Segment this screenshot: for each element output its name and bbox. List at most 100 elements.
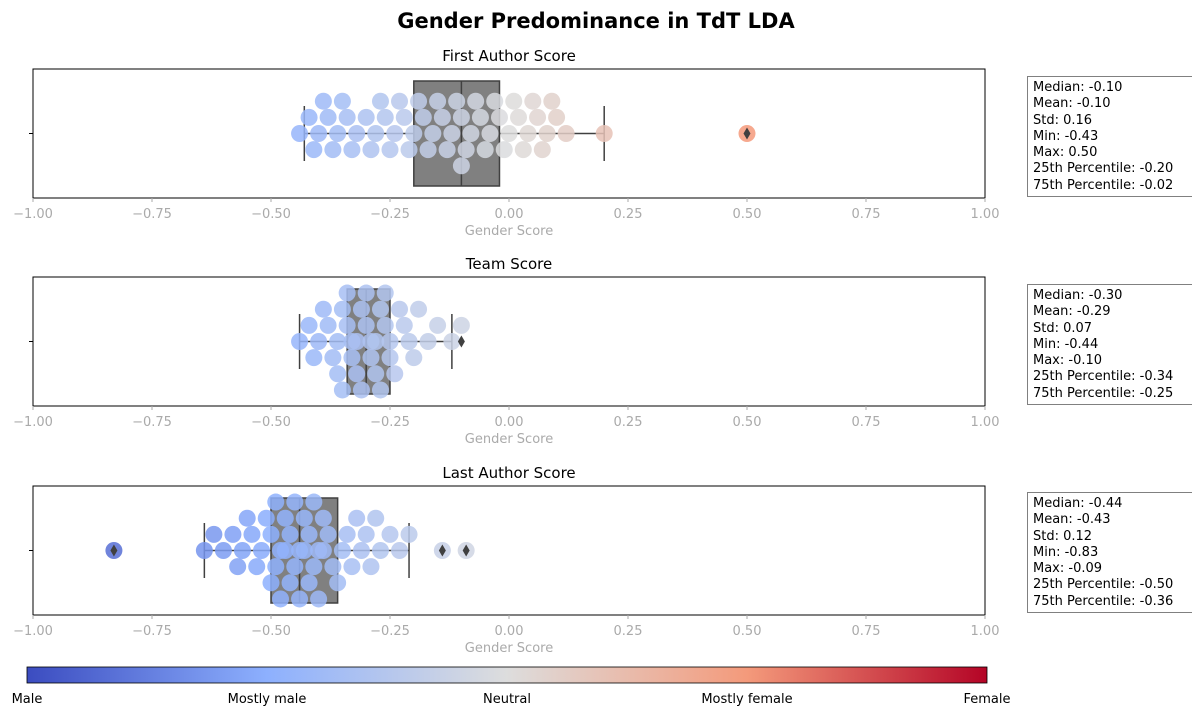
swarm-point (352, 381, 370, 399)
swarm-point (452, 108, 470, 126)
stat-line: Mean: -0.10 (1033, 96, 1111, 112)
swarm-point (295, 542, 313, 559)
x-axis-label: Gender Score (465, 432, 553, 447)
outlier-marker (462, 544, 470, 557)
swarm-point (257, 509, 275, 527)
swarm-point (410, 300, 428, 318)
swarm-point (324, 349, 342, 367)
swarm-point (205, 525, 223, 543)
swarm-point (329, 574, 347, 592)
stat-line: Min: -0.44 (1033, 336, 1099, 352)
panel-2: Last Author Score −1.00 −0.75 −0.50 −0.25 0.0… (13, 464, 999, 656)
swarm-point (500, 125, 518, 142)
swarm-point (314, 542, 332, 559)
swarm-point (338, 108, 356, 126)
swarm-point (462, 125, 480, 142)
swarm-point (524, 92, 542, 110)
swarm-point (300, 316, 318, 334)
swarm-point (367, 509, 385, 527)
swarm-point (314, 92, 332, 110)
swarm-point (395, 108, 413, 126)
panel-1: Team Score −1.00 −0.75 −0.50 −0.25 0.00 0.25 0.… (13, 255, 999, 447)
swarm-point (357, 525, 375, 543)
swarm-point (433, 108, 451, 126)
swarm-point (300, 108, 318, 126)
panel-0: First Author Score −1.00 −0.75 −0.50 −0.25 0.… (13, 47, 999, 239)
x-tick-label: −0.25 (370, 415, 410, 430)
swarm-point (386, 125, 404, 142)
stat-line: Std: 0.07 (1033, 320, 1093, 336)
swarm-point (452, 316, 470, 334)
subplot-title: Last Author Score (442, 464, 575, 482)
swarm-point (405, 125, 423, 142)
swarm-point (391, 300, 409, 318)
swarm-point (291, 590, 309, 608)
swarm-point (272, 590, 290, 608)
swarm-point (357, 316, 375, 334)
stat-line: Mean: -0.43 (1033, 512, 1111, 528)
stat-line: Std: 0.16 (1033, 112, 1093, 128)
swarm-point (386, 365, 404, 383)
swarm-point (405, 349, 423, 367)
colorbar: Male Mostly male Neutral Mostly female F… (12, 666, 1011, 707)
swarm-point (471, 108, 489, 126)
x-tick-label: −1.00 (13, 624, 53, 639)
outlier-marker (110, 544, 118, 557)
stat-line: Min: -0.83 (1033, 544, 1099, 560)
swarm-point (400, 525, 418, 543)
x-tick-label: −0.75 (132, 207, 172, 222)
swarm-point (529, 108, 547, 126)
x-tick-label: 0.25 (614, 624, 643, 639)
swarm-point (300, 525, 318, 543)
swarm-point (457, 141, 475, 159)
swarm-point (452, 157, 470, 175)
swarm-point (352, 300, 370, 318)
swarm-point (348, 365, 366, 383)
swarm-point (281, 525, 299, 543)
swarm-point (238, 509, 256, 527)
swarm-point (419, 141, 437, 159)
stat-line: 75th Percentile: -0.02 (1033, 177, 1174, 193)
x-tick-label: −0.50 (251, 415, 291, 430)
swarm-point (429, 316, 447, 334)
swarm-point (291, 333, 309, 350)
swarm-point (505, 92, 523, 110)
swarm-point (214, 542, 232, 559)
swarm-point (329, 333, 347, 350)
stat-line: 25th Percentile: -0.34 (1033, 369, 1174, 385)
swarm-point (362, 558, 380, 576)
swarm-point (414, 108, 432, 126)
stat-line: 75th Percentile: -0.25 (1033, 385, 1174, 401)
swarm-point (338, 284, 356, 302)
swarm-point (443, 333, 461, 350)
swarm-point (538, 125, 556, 142)
stat-line: Min: -0.43 (1033, 128, 1099, 144)
swarm-point (410, 92, 428, 110)
stats-box-team: Median: -0.30 Mean: -0.29 Std: 0.07 Min:… (1027, 284, 1192, 406)
stat-line: Std: 0.12 (1033, 528, 1093, 544)
stat-line: 25th Percentile: -0.50 (1033, 577, 1174, 593)
swarm-point (367, 125, 385, 142)
x-tick-label: −0.50 (251, 207, 291, 222)
swarm-point (319, 316, 337, 334)
colorbar-label-male: Male (12, 692, 43, 707)
swarm-point (557, 125, 575, 142)
swarm-point (371, 92, 389, 110)
swarm-point (533, 141, 551, 159)
swarm-point (314, 509, 332, 527)
swarm-point (329, 365, 347, 383)
swarm-point (367, 365, 385, 383)
x-tick-label: −1.00 (13, 415, 53, 430)
swarm-point (305, 349, 323, 367)
swarm-point (381, 525, 399, 543)
colorbar-label-mostly-male: Mostly male (228, 692, 307, 707)
plot-frame (32, 485, 986, 616)
stat-line: Max: -0.10 (1033, 353, 1103, 369)
swarm-point (333, 92, 351, 110)
swarm-point (376, 108, 394, 126)
swarm-point (376, 316, 394, 334)
swarm-point (514, 141, 532, 159)
swarm-point (314, 300, 332, 318)
swarm-point (276, 509, 294, 527)
